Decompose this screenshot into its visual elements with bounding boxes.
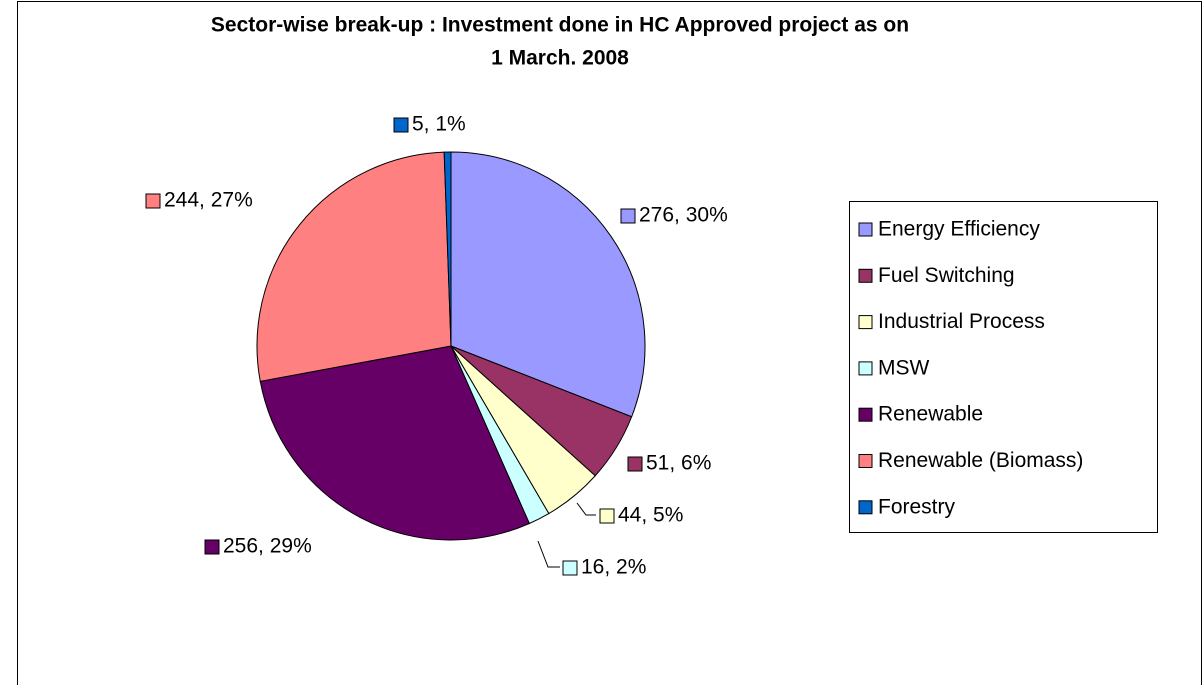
data-label: 16, 2%: [581, 556, 646, 579]
legend-label: Renewable: [878, 403, 983, 426]
legend-label: Forestry: [878, 495, 956, 518]
leader-line: [576, 502, 596, 516]
data-label: 276, 30%: [639, 204, 728, 227]
legend-label: MSW: [878, 356, 930, 379]
label-swatch: [627, 456, 643, 472]
legend-swatch: [858, 500, 873, 515]
label-swatch: [620, 208, 636, 224]
legend-swatch: [858, 454, 873, 468]
legend-swatch: [858, 268, 873, 283]
legend-swatch: [858, 361, 873, 376]
pie-slice: [443, 151, 452, 347]
legend-label: Renewable (Biomass): [878, 449, 1083, 472]
pie-slice: [450, 151, 646, 418]
data-label: 51, 6%: [646, 452, 711, 475]
leader-line: [537, 540, 560, 568]
legend-label: Industrial Process: [878, 310, 1045, 333]
chart-title: Sector-wise break-up : Investment done i…: [211, 14, 909, 37]
data-label: 5, 1%: [412, 113, 466, 136]
legend-swatch: [858, 407, 873, 422]
pie-slice: [259, 345, 530, 541]
data-label: 256, 29%: [223, 535, 312, 558]
label-swatch: [393, 117, 409, 133]
label-swatch: [599, 508, 615, 524]
legend-swatch: [858, 222, 873, 237]
legend-swatch: [858, 315, 873, 330]
label-swatch: [145, 193, 161, 209]
legend-box: [849, 201, 1158, 533]
label-swatch: [204, 539, 220, 555]
label-swatch: [562, 560, 578, 576]
chart-title: 1 March. 2008: [491, 47, 629, 70]
chart-border: [17, 1, 1202, 685]
legend-label: Fuel Switching: [878, 264, 1015, 287]
legend-label: Energy Efficiency: [878, 218, 1040, 241]
data-label: 44, 5%: [618, 504, 683, 527]
data-label: 244, 27%: [164, 189, 253, 212]
pie-slice: [256, 151, 452, 382]
